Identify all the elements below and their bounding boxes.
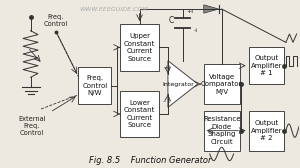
Text: – i: – i [163,99,170,104]
Text: Output
Amplifier
# 2: Output Amplifier # 2 [251,120,282,141]
Text: WWW.EEEGUIDE.COM: WWW.EEEGUIDE.COM [80,7,148,12]
FancyBboxPatch shape [204,64,240,104]
Text: Lower
Constant
Current
Source: Lower Constant Current Source [124,100,155,128]
Polygon shape [204,5,219,13]
Text: C: C [168,16,173,25]
Text: Voltage
Comparator
M/V: Voltage Comparator M/V [201,74,242,95]
Text: External
Freq.
Control: External Freq. Control [18,116,46,136]
Text: +i: +i [186,9,193,14]
FancyBboxPatch shape [204,111,240,151]
FancyBboxPatch shape [248,111,284,151]
Text: Upper
Constant
Current
Source: Upper Constant Current Source [124,33,155,62]
Text: Output
Amplifier
# 1: Output Amplifier # 1 [251,55,282,76]
FancyBboxPatch shape [248,47,284,84]
FancyBboxPatch shape [120,24,159,71]
FancyBboxPatch shape [120,91,159,137]
Text: Freq.
Control
N/W: Freq. Control N/W [82,75,107,96]
Text: -i: -i [193,28,197,33]
Text: Resistance
Diode
Shaping
Circuit: Resistance Diode Shaping Circuit [203,116,240,145]
Text: +i: +i [163,65,170,70]
FancyBboxPatch shape [78,67,111,104]
Text: Integrator: Integrator [163,81,194,87]
Text: Fig. 8.5    Function Generator: Fig. 8.5 Function Generator [89,156,211,165]
Polygon shape [168,61,198,107]
Text: Freq.
Control: Freq. Control [44,14,68,27]
